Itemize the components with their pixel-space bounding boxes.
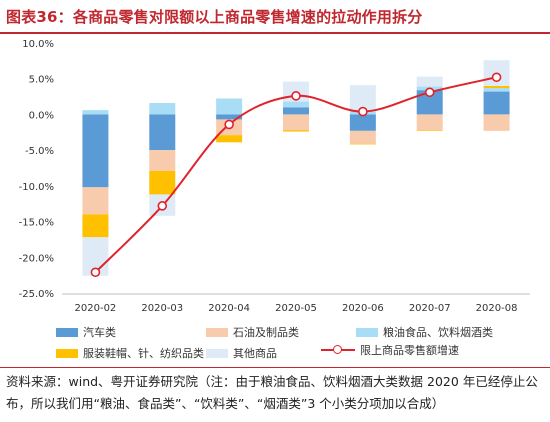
legend-item-grain: 粮油食品、饮料烟酒类 — [356, 324, 493, 340]
line-point-2020-06 — [358, 106, 368, 117]
source-divider — [0, 367, 550, 368]
y-tick-label: -20.0% — [19, 253, 54, 264]
bar-grain-2020-03 — [149, 103, 176, 115]
legend-label-auto: 汽车类 — [83, 326, 116, 339]
legend-item-line: 限上商品零售额增速 — [321, 342, 459, 358]
bar-clothing-2020-07 — [416, 130, 443, 131]
source-note: 资料来源：wind、粤开证券研究院（注：由于粮油食品、饮料烟酒大类数据 2020… — [6, 374, 538, 411]
legend-label-line: 限上商品零售额增速 — [360, 344, 459, 357]
chart-title: 图表36：各商品零售对限额以上商品零售增速的拉动作用拆分 — [6, 8, 423, 26]
bar-auto-2020-04 — [216, 114, 243, 120]
bar-auto-2020-08 — [483, 91, 510, 115]
bar-auto-2020-05 — [283, 107, 309, 115]
bar-clothing-2020-04 — [216, 135, 243, 143]
y-tick-label: -5.0% — [25, 146, 54, 157]
y-tick-label: -10.0% — [19, 182, 54, 193]
bar-auto-2020-03 — [149, 114, 176, 151]
bar-grain-2020-08 — [483, 88, 510, 92]
bar-clothing-2020-08 — [483, 85, 510, 88]
legend-swatch-other — [206, 348, 228, 358]
legend-swatch-clothing — [56, 348, 78, 358]
y-tick-label: 0.0% — [29, 110, 54, 121]
x-tick-label-2020-06: 2020-06 — [342, 303, 384, 314]
legend-item-petroleum: 石油及制品类 — [206, 324, 299, 340]
legend-swatch-grain — [356, 327, 378, 337]
y-tick-label: 5.0% — [29, 75, 54, 86]
x-tick-label-2020-04: 2020-04 — [208, 303, 250, 314]
bar-petroleum-2020-02 — [82, 187, 109, 215]
line-point-2020-03 — [157, 201, 168, 211]
bar-clothing-2020-03 — [149, 170, 176, 195]
bar-other-2020-04 — [216, 98, 243, 99]
axes-layer: 10.0% 5.0% 0.0% -5.0% -10.0% -15.0% -20.0% -25.… — [19, 39, 530, 314]
bar-grain-2020-05 — [283, 101, 309, 108]
legend-item-auto: 汽车类 — [56, 324, 116, 340]
y-tick-label: -25.0% — [19, 289, 54, 300]
legend-label-other: 其他商品 — [233, 347, 277, 360]
bar-petroleum-2020-08 — [483, 114, 510, 131]
y-tick-label: -15.0% — [19, 218, 54, 229]
legend: 汽车类 石油及制品类 粮油食品、饮料烟酒类 服装鞋帽、针、纺织品类 其他商品 限… — [56, 322, 526, 366]
legend-swatch-auto — [56, 327, 78, 337]
line-point-2020-07 — [424, 87, 435, 98]
line-point-2020-04 — [224, 119, 234, 130]
bar-grain-2020-04 — [216, 98, 243, 115]
bar-grain-2020-02 — [82, 110, 109, 115]
x-tick-label-2020-02: 2020-02 — [75, 303, 117, 314]
stacked-bar-line-chart: 10.0% 5.0% 0.0% -5.0% -10.0% -15.0% -20.0% -25.… — [19, 39, 530, 314]
legend-label-petroleum: 石油及制品类 — [233, 326, 299, 339]
bar-other-2020-07 — [416, 76, 443, 87]
title-divider — [0, 32, 550, 34]
bar-clothing-2020-06 — [349, 143, 376, 145]
bar-petroleum-2020-07 — [416, 114, 443, 131]
x-tick-label-2020-08: 2020-08 — [476, 303, 518, 314]
line-point-2020-02 — [90, 267, 101, 278]
legend-item-clothing: 服装鞋帽、针、纺织品类 — [56, 345, 204, 361]
legend-label-clothing: 服装鞋帽、针、纺织品类 — [83, 347, 204, 360]
line-layer — [90, 72, 502, 278]
bar-clothing-2020-02 — [82, 214, 109, 238]
bar-auto-2020-06 — [349, 114, 376, 131]
bar-petroleum-2020-05 — [283, 114, 309, 131]
bar-petroleum-2020-06 — [349, 130, 376, 144]
bar-auto-2020-02 — [82, 114, 109, 188]
x-tick-label-2020-03: 2020-03 — [141, 303, 183, 314]
y-tick-label: 10.0% — [22, 39, 54, 50]
x-tick-label-2020-07: 2020-07 — [409, 303, 451, 314]
legend-line-marker — [321, 344, 355, 356]
legend-label-grain: 粮油食品、饮料烟酒类 — [383, 326, 493, 339]
bar-petroleum-2020-03 — [149, 150, 176, 171]
line-point-2020-08 — [491, 72, 502, 83]
legend-swatch-petroleum — [206, 327, 228, 337]
x-tick-label-2020-05: 2020-05 — [275, 303, 317, 314]
line-point-2020-05 — [291, 91, 301, 101]
legend-item-other: 其他商品 — [206, 345, 277, 361]
bar-clothing-2020-05 — [283, 130, 309, 132]
